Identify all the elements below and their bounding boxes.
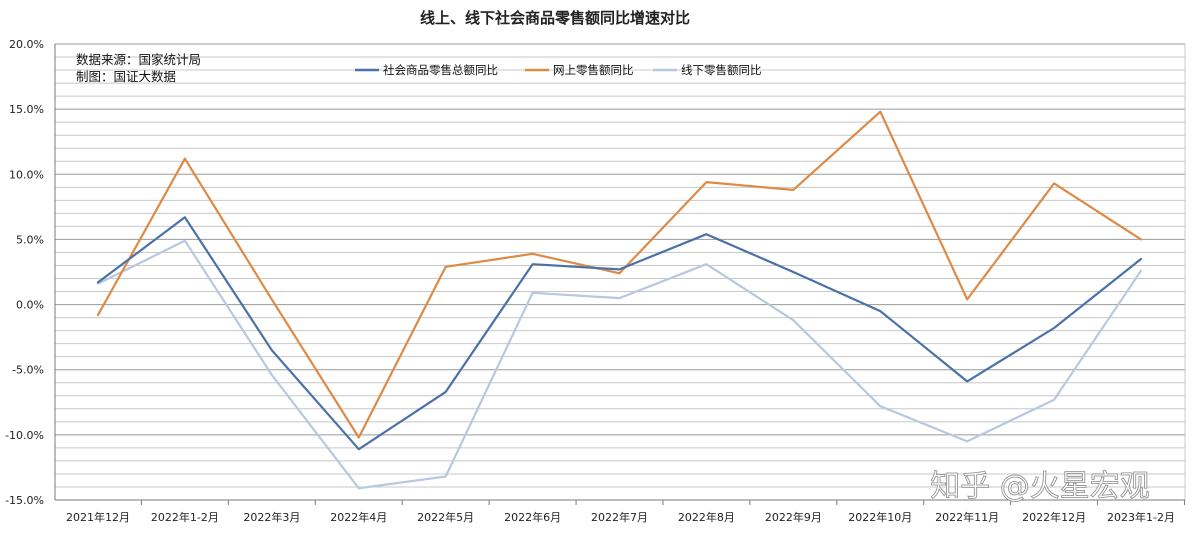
x-tick-label: 2022年4月 — [330, 510, 387, 524]
y-tick-label: 20.0% — [9, 38, 44, 51]
x-tick-label: 2023年1-2月 — [1107, 510, 1175, 524]
legend-label: 线下零售额同比 — [681, 63, 762, 77]
x-tick-label: 2021年12月 — [66, 510, 130, 524]
x-tick-label: 2022年5月 — [417, 510, 474, 524]
x-tick-label: 2022年11月 — [935, 510, 999, 524]
legend: 社会商品零售总额同比 网上零售额同比 线下零售额同比 — [355, 63, 762, 77]
x-tick-label: 2022年8月 — [678, 510, 735, 524]
x-tick-label: 2022年1-2月 — [151, 510, 219, 524]
x-tick-label: 2022年12月 — [1022, 510, 1086, 524]
watermark: 知乎 @火星宏观 — [930, 469, 1150, 504]
axes: -15.0% -10.0% -5.0% 0.0% 5.0% 10.0% 15.0% 20.0%… — [5, 38, 1186, 524]
y-tick-label: -5.0% — [12, 364, 44, 377]
y-tick-label: 15.0% — [9, 103, 44, 116]
series-line — [96, 110, 1143, 439]
y-tick-label: 0.0% — [16, 299, 44, 312]
gridlines — [55, 43, 1185, 501]
x-tick-label: 2022年6月 — [504, 510, 561, 524]
x-tick-label: 2022年9月 — [765, 510, 822, 524]
chart-title: 线上、线下社会商品零售额同比增速对比 — [420, 9, 690, 27]
y-tick-label: -10.0% — [5, 429, 44, 442]
series-line — [96, 216, 1143, 451]
y-tick-label: -15.0% — [5, 494, 44, 507]
y-tick-label: 5.0% — [16, 233, 44, 246]
legend-label: 社会商品零售总额同比 — [383, 63, 498, 77]
maker-note: 制图：国证大数据 — [76, 69, 176, 84]
x-tick-label: 2022年10月 — [848, 510, 912, 524]
source-note: 数据来源：国家统计局 — [76, 52, 201, 67]
legend-label: 网上零售额同比 — [553, 63, 634, 77]
series-line — [96, 239, 1143, 490]
x-tick-label: 2022年3月 — [243, 510, 300, 524]
x-tick-label: 2022年7月 — [591, 510, 648, 524]
series-lines — [96, 110, 1143, 490]
y-tick-label: 10.0% — [9, 168, 44, 181]
